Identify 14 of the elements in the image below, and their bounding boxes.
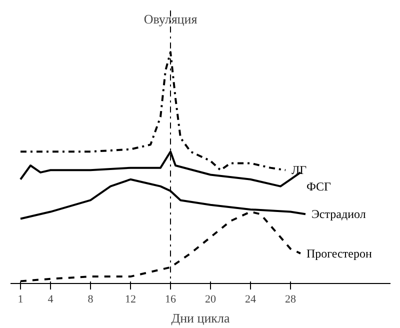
x-tick-label: 1 — [18, 294, 24, 306]
series-label: ЛГ — [292, 163, 307, 178]
ref-line-label: Овуляция — [144, 12, 198, 26]
x-axis-title: Дни цикла — [171, 310, 230, 326]
x-tick-label: 8 — [88, 294, 94, 306]
series-label: Прогестерон — [306, 246, 372, 260]
series-label: Эстрадиол — [312, 207, 366, 222]
x-tick-label: 12 — [125, 294, 136, 306]
x-tick-label: 20 — [205, 294, 216, 306]
x-tick-label: 28 — [285, 294, 296, 306]
series-label: ФСГ — [306, 179, 331, 194]
x-tick-label: 16 — [165, 294, 176, 306]
x-tick-label: 4 — [48, 294, 54, 306]
x-tick-label: 24 — [245, 294, 256, 306]
